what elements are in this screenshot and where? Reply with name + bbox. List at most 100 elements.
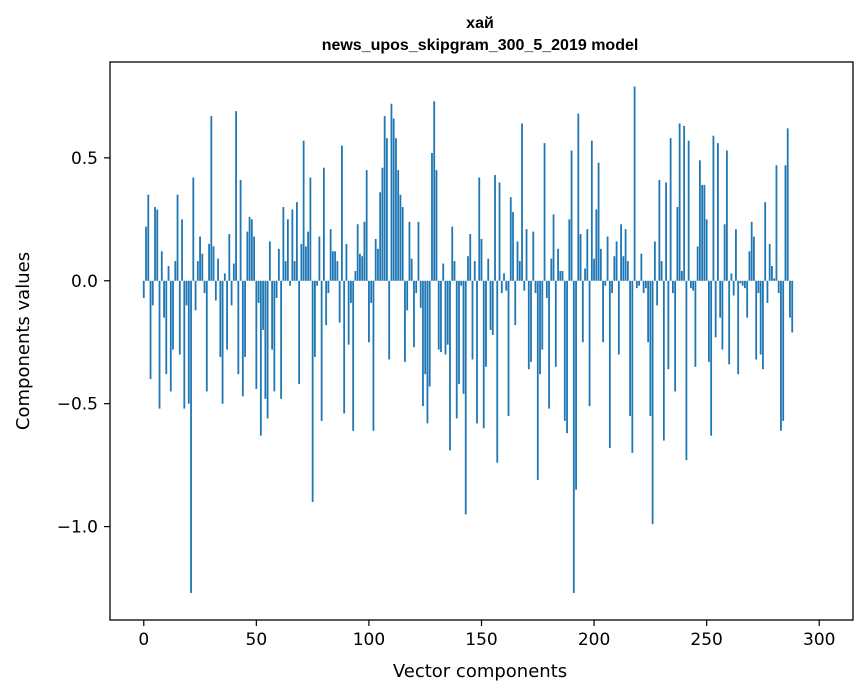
bar	[696, 246, 699, 281]
bar	[500, 280, 503, 294]
bar	[440, 280, 442, 353]
bar	[379, 192, 382, 281]
y-tick-label: 0.5	[71, 149, 98, 169]
bar	[536, 280, 539, 480]
bar	[422, 280, 424, 407]
bar	[462, 280, 465, 394]
bar	[277, 248, 280, 281]
bar	[476, 280, 478, 424]
bar	[363, 221, 366, 281]
bar	[712, 135, 715, 281]
chart-subtitle: news_upos_skipgram_300_5_2019 model	[322, 37, 639, 54]
bar	[755, 280, 758, 360]
bar	[210, 116, 213, 281]
bar	[480, 238, 483, 281]
bar	[318, 236, 321, 281]
bar	[482, 280, 485, 429]
bar	[622, 256, 625, 281]
bar	[671, 280, 674, 294]
bar	[780, 280, 782, 431]
bar	[386, 138, 388, 281]
bar	[766, 280, 769, 303]
x-tick-label: 300	[803, 630, 835, 650]
bar	[444, 280, 447, 355]
bar	[678, 123, 681, 281]
bar	[660, 261, 663, 281]
bar	[392, 118, 395, 281]
bar	[154, 207, 156, 281]
bar	[282, 207, 285, 281]
bar	[777, 280, 780, 294]
x-tick-label: 250	[690, 630, 722, 650]
bar	[156, 209, 159, 281]
bar	[629, 280, 631, 416]
bar	[365, 170, 368, 281]
bar	[147, 194, 150, 281]
bar	[336, 261, 339, 281]
bar	[719, 280, 722, 318]
x-axis-label: Vector components	[393, 661, 567, 682]
bar	[633, 86, 636, 281]
bar	[584, 268, 586, 281]
bar	[212, 246, 215, 281]
bar	[404, 280, 406, 362]
bar	[489, 280, 492, 330]
bar	[782, 280, 785, 421]
bar	[568, 219, 571, 281]
bar	[532, 231, 535, 281]
bar	[214, 280, 217, 301]
bar	[676, 207, 679, 281]
bar	[593, 258, 595, 281]
bar	[203, 280, 206, 294]
bar	[762, 280, 764, 370]
bar	[759, 280, 762, 355]
bar	[791, 280, 794, 333]
bar	[388, 280, 391, 360]
bar	[217, 258, 219, 281]
bar	[185, 280, 188, 306]
bar	[417, 221, 420, 281]
bar	[773, 278, 776, 281]
bar	[442, 263, 445, 281]
bar	[507, 280, 510, 416]
bar	[313, 280, 316, 357]
bar	[649, 280, 652, 416]
bar	[196, 261, 199, 281]
bar	[656, 280, 659, 306]
bar	[689, 280, 692, 289]
bar	[588, 280, 591, 407]
x-tick-label: 100	[353, 630, 385, 650]
bar	[226, 280, 228, 350]
bar	[320, 280, 323, 421]
bar	[271, 280, 274, 350]
bar	[190, 280, 192, 593]
bar	[464, 280, 467, 515]
bar	[172, 280, 174, 350]
bar	[503, 273, 505, 281]
y-axis-label: Components values	[13, 252, 34, 430]
bar	[487, 258, 490, 281]
bar	[669, 138, 672, 281]
bar	[525, 229, 528, 281]
bar	[158, 280, 161, 409]
bar	[579, 234, 582, 281]
bar	[307, 231, 310, 281]
bar	[223, 273, 226, 281]
bar	[685, 280, 688, 461]
chart-title: хай	[466, 15, 494, 32]
bar	[187, 280, 190, 404]
bar	[399, 194, 402, 281]
bar	[410, 258, 413, 281]
bar	[250, 219, 253, 281]
bar	[771, 266, 773, 281]
bar	[458, 280, 460, 385]
bar	[377, 248, 379, 281]
bar	[356, 224, 359, 281]
bar	[694, 280, 697, 367]
x-tick-label: 150	[465, 630, 497, 650]
bar	[559, 270, 562, 281]
bar	[737, 280, 740, 375]
bar	[642, 280, 645, 294]
bar	[284, 261, 287, 281]
bar	[221, 280, 224, 404]
